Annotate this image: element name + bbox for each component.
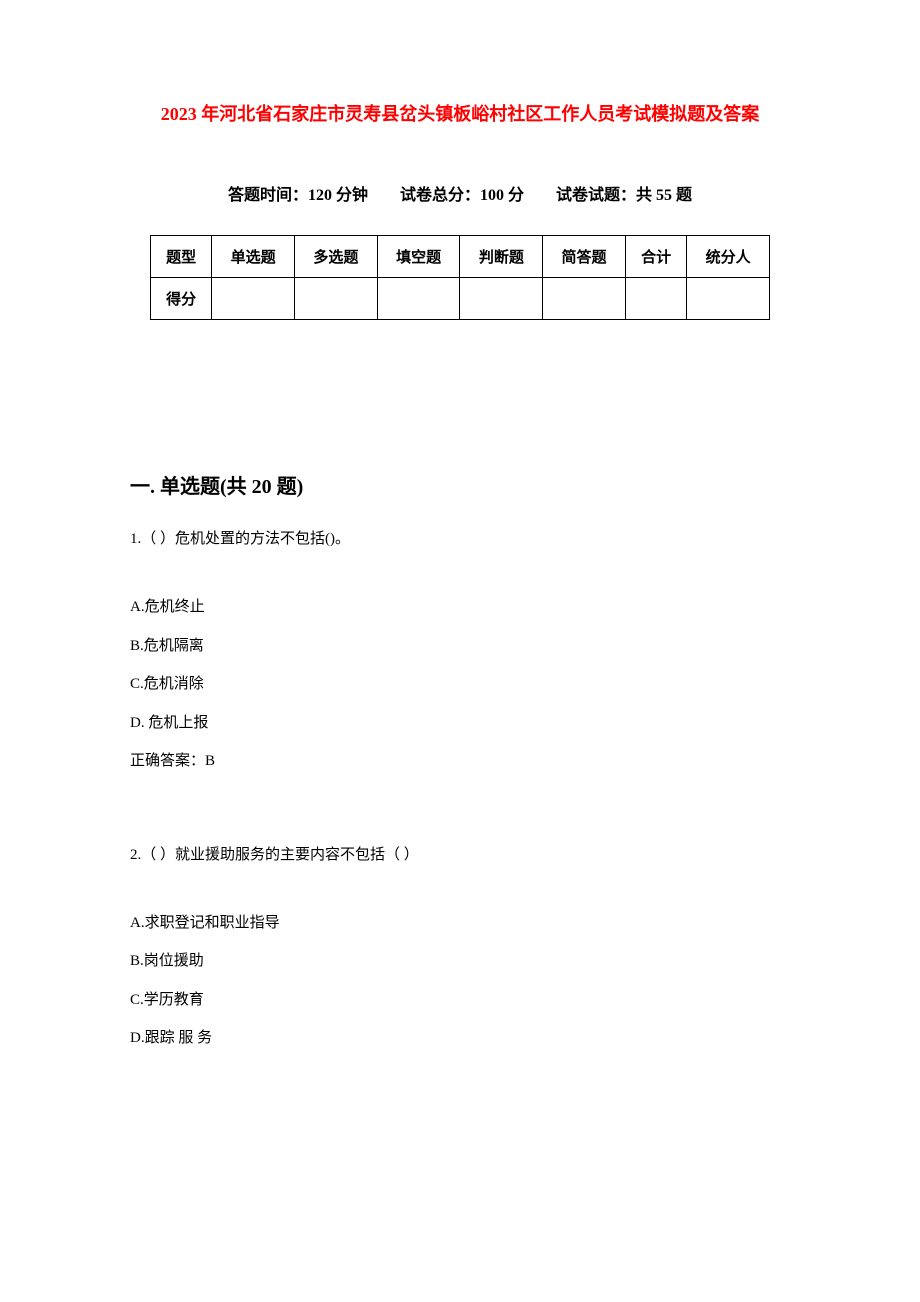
row-label: 得分 [151, 278, 212, 320]
q1-option-c: C.危机消除 [130, 673, 790, 696]
q1-option-d: D. 危机上报 [130, 712, 790, 735]
cell-multi [295, 278, 378, 320]
table-header-row: 题型 单选题 多选题 填空题 判断题 简答题 合计 统分人 [151, 236, 770, 278]
header-total: 合计 [625, 236, 686, 278]
header-type: 题型 [151, 236, 212, 278]
cell-scorer [687, 278, 770, 320]
cell-judge [460, 278, 543, 320]
header-short: 简答题 [543, 236, 626, 278]
header-judge: 判断题 [460, 236, 543, 278]
header-single: 单选题 [212, 236, 295, 278]
question-2-text: 2.（ ）就业援助服务的主要内容不包括（ ） [130, 843, 790, 867]
q1-option-a: A.危机终止 [130, 596, 790, 619]
q2-option-c: C.学历教育 [130, 989, 790, 1012]
q1-answer: 正确答案：B [130, 750, 790, 773]
question-1-text: 1.（ ）危机处置的方法不包括()。 [130, 527, 790, 551]
q1-option-b: B.危机隔离 [130, 635, 790, 658]
cell-short [543, 278, 626, 320]
q2-option-d: D.跟踪 服 务 [130, 1027, 790, 1050]
exam-info-line: 答题时间：120 分钟 试卷总分：100 分 试卷试题：共 55 题 [130, 181, 790, 205]
section-1-header: 一. 单选题(共 20 题) [130, 470, 790, 499]
header-multi: 多选题 [295, 236, 378, 278]
header-fill: 填空题 [377, 236, 460, 278]
cell-single [212, 278, 295, 320]
cell-total [625, 278, 686, 320]
score-table: 题型 单选题 多选题 填空题 判断题 简答题 合计 统分人 得分 [150, 235, 770, 320]
cell-fill [377, 278, 460, 320]
document-title: 2023 年河北省石家庄市灵寿县岔头镇板峪村社区工作人员考试模拟题及答案 [130, 100, 790, 126]
header-scorer: 统分人 [687, 236, 770, 278]
table-score-row: 得分 [151, 278, 770, 320]
q2-option-b: B.岗位援助 [130, 950, 790, 973]
q2-option-a: A.求职登记和职业指导 [130, 912, 790, 935]
